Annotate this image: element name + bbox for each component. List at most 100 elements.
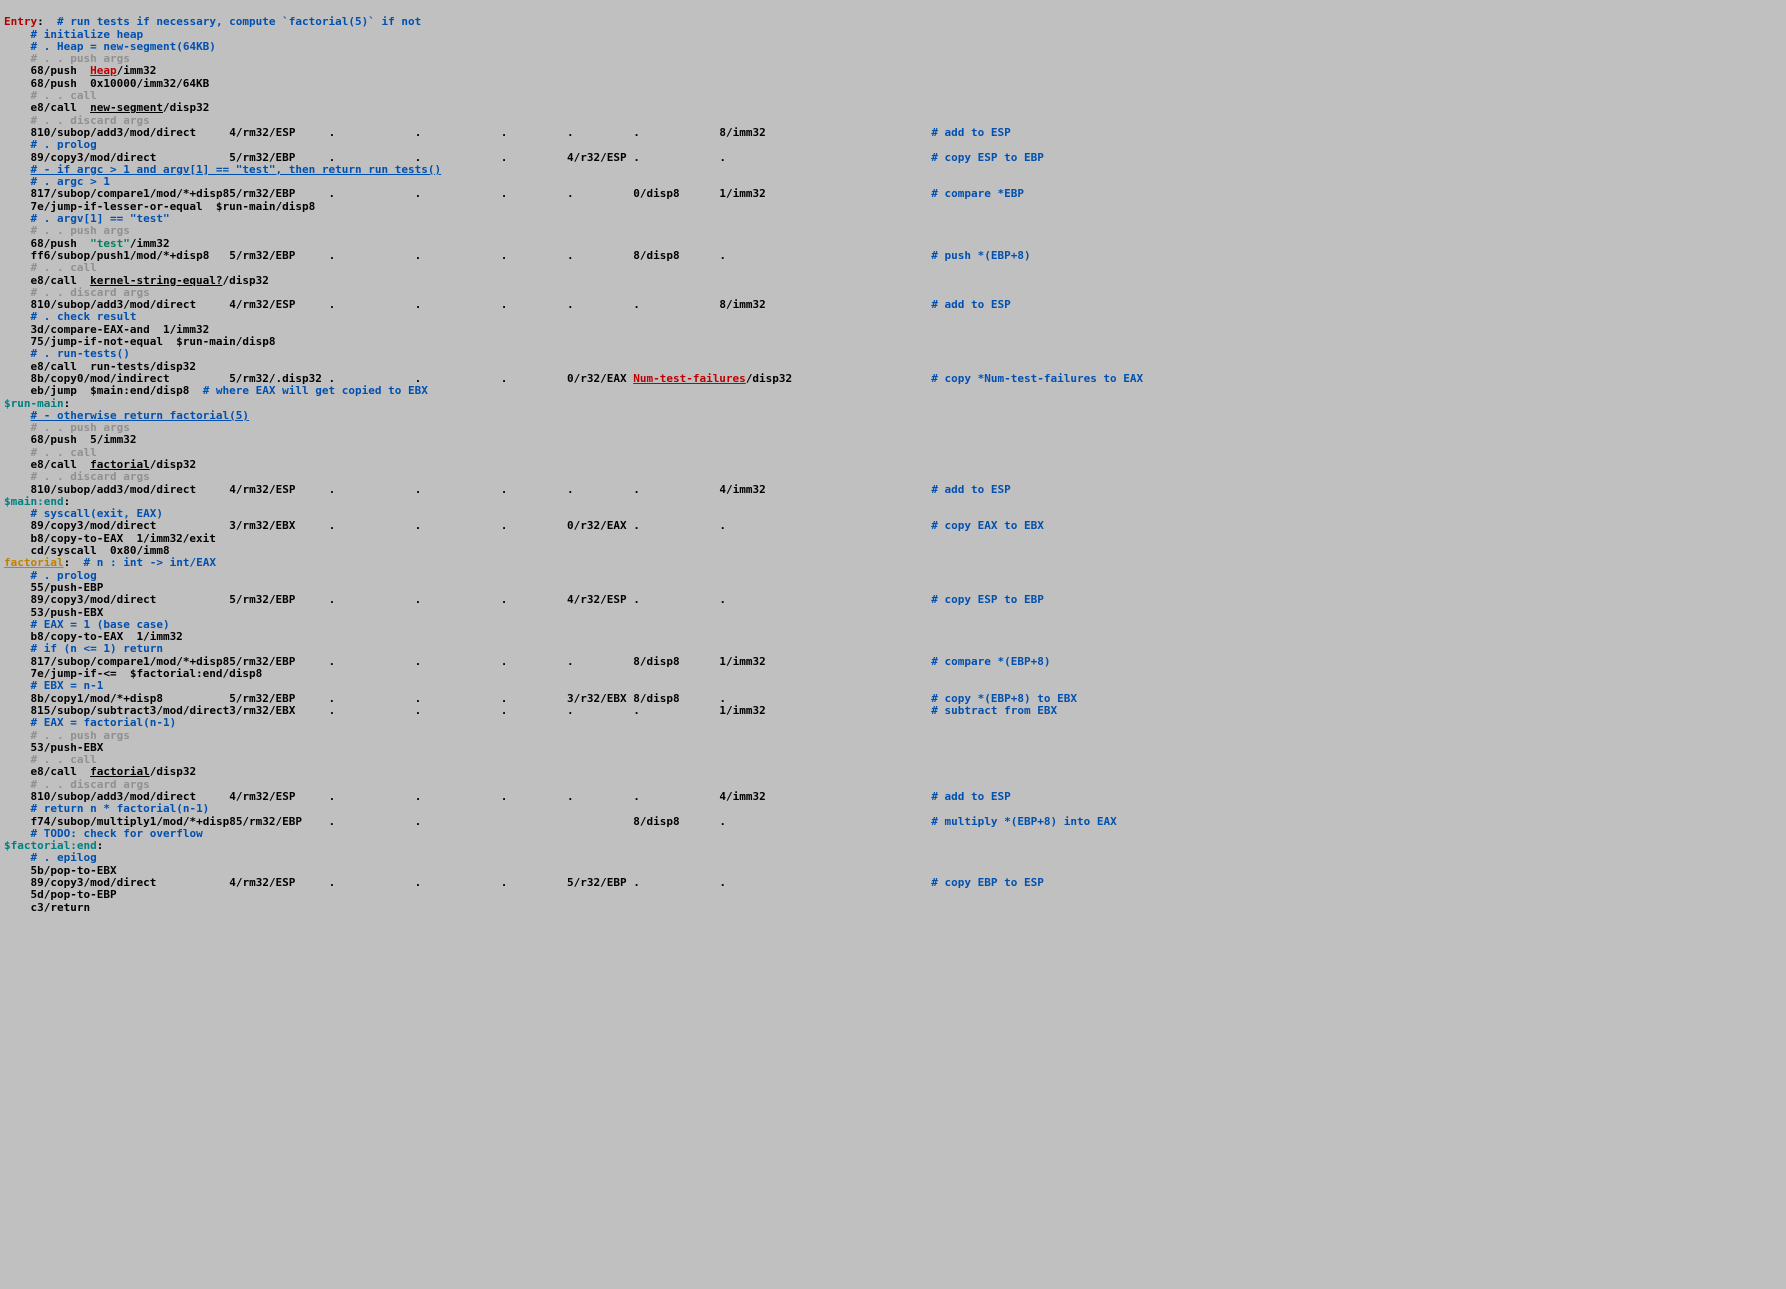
- token: [792, 372, 931, 385]
- token: .: [567, 298, 574, 311]
- token: # compare *(EBP+8): [931, 655, 1050, 668]
- token: $factorial:end: [4, 839, 97, 852]
- token: # where EAX will get copied to EBX: [203, 384, 428, 397]
- token: e8/call: [4, 274, 90, 287]
- token: [156, 519, 229, 532]
- token: 1/mod/*+disp8: [143, 655, 229, 668]
- token: 0/subop/add: [44, 298, 117, 311]
- code-line: 68/push 5/imm32: [4, 434, 1782, 446]
- token: # TODO: check for overflow: [31, 827, 203, 840]
- token: [421, 126, 500, 139]
- token: [766, 790, 932, 803]
- token: e8/call: [4, 458, 90, 471]
- token: [507, 593, 567, 606]
- token: [640, 876, 719, 889]
- code-line: # TODO: check for overflow: [4, 828, 1782, 840]
- token: [4, 347, 31, 360]
- token: [507, 876, 567, 889]
- token: [507, 519, 567, 532]
- token: # . . call: [31, 446, 97, 459]
- token: .: [567, 187, 574, 200]
- token: [295, 249, 328, 262]
- code-line: f74/subop/multiply1/mod/*+disp85/rm32/EB…: [4, 816, 1782, 828]
- token: 81: [4, 655, 44, 668]
- token: 4/r32/ESP: [567, 593, 627, 606]
- token: [680, 655, 720, 668]
- token: [335, 187, 414, 200]
- token: .: [719, 692, 726, 705]
- code-line: 810/subop/add3/mod/direct 4/rm32/ESP . .…: [4, 127, 1782, 139]
- token: .: [633, 593, 640, 606]
- token: [421, 876, 500, 889]
- code-line: # . prolog: [4, 570, 1782, 582]
- token: 5/rm32/EBP: [236, 815, 302, 828]
- token: [4, 851, 31, 864]
- token: $main:end: [4, 495, 64, 508]
- token: [507, 483, 567, 496]
- token: 81: [4, 790, 44, 803]
- token: # . . push args: [31, 224, 130, 237]
- token: 81: [4, 483, 44, 496]
- code-line: # - otherwise return factorial(5): [4, 410, 1782, 422]
- code-line: $factorial:end:: [4, 840, 1782, 852]
- token: 7e/jump-if-<= $factorial:end/disp8: [4, 667, 262, 680]
- token: [4, 114, 31, 127]
- token: [4, 569, 31, 582]
- token: [726, 593, 931, 606]
- token: 8/imm32: [719, 126, 765, 139]
- code-line: # . . push args: [4, 225, 1782, 237]
- token: .: [567, 249, 574, 262]
- token: 1/imm32: [719, 704, 765, 717]
- token: 4/subop/multiply: [44, 815, 150, 828]
- token: 3/mod/direct: [77, 151, 156, 164]
- token: [4, 52, 31, 65]
- token: [335, 704, 414, 717]
- token: 75/jump-if-not-equal $run-main/disp8: [4, 335, 276, 348]
- token: "test": [90, 237, 130, 250]
- token: 3/mod/direct: [117, 126, 196, 139]
- token: [766, 483, 932, 496]
- token: 5b/pop-to-EBX: [4, 864, 117, 877]
- token: [640, 483, 719, 496]
- token: [507, 692, 567, 705]
- token: # . . push args: [31, 421, 130, 434]
- code-line: # . Heap = new-segment(64KB): [4, 41, 1782, 53]
- token: # add to ESP: [931, 126, 1010, 139]
- code-line: 75/jump-if-not-equal $run-main/disp8: [4, 336, 1782, 348]
- token: .: [719, 249, 726, 262]
- token: # add to ESP: [931, 483, 1010, 496]
- token: 55/push-EBP: [4, 581, 103, 594]
- token: [680, 815, 720, 828]
- token: [335, 126, 414, 139]
- token: [421, 790, 500, 803]
- token: [196, 126, 229, 139]
- token: [421, 815, 567, 828]
- token: [4, 163, 31, 176]
- token: 3/mod/direct: [77, 519, 156, 532]
- token: 3/mod/direct: [77, 593, 156, 606]
- token: # . . push args: [31, 52, 130, 65]
- token: [421, 704, 500, 717]
- token: [421, 151, 500, 164]
- token: [4, 175, 31, 188]
- token: .: [633, 483, 640, 496]
- token: 0/mod/indirect: [77, 372, 170, 385]
- token: 3/mod/direct: [150, 704, 229, 717]
- token: # multiply *(EBP+8) into EAX: [931, 815, 1116, 828]
- token: 7/subop/compare: [44, 187, 143, 200]
- token: .: [567, 655, 574, 668]
- token: [726, 249, 931, 262]
- token: # add to ESP: [931, 790, 1010, 803]
- token: [295, 298, 328, 311]
- code-line: # . . push args: [4, 53, 1782, 65]
- code-line: eb/jump $main:end/disp8 # where EAX will…: [4, 385, 1782, 397]
- token: kernel-string-equal?: [90, 274, 222, 287]
- token: [574, 126, 634, 139]
- token: 1/imm32: [719, 187, 765, 200]
- token: 0/disp8: [633, 187, 679, 200]
- token: b8/copy-to-EAX 1/imm32: [4, 630, 183, 643]
- token: [295, 876, 328, 889]
- token: [295, 692, 328, 705]
- token: 89/copy: [4, 876, 77, 889]
- code-line: Entry: # run tests if necessary, compute…: [4, 16, 1782, 28]
